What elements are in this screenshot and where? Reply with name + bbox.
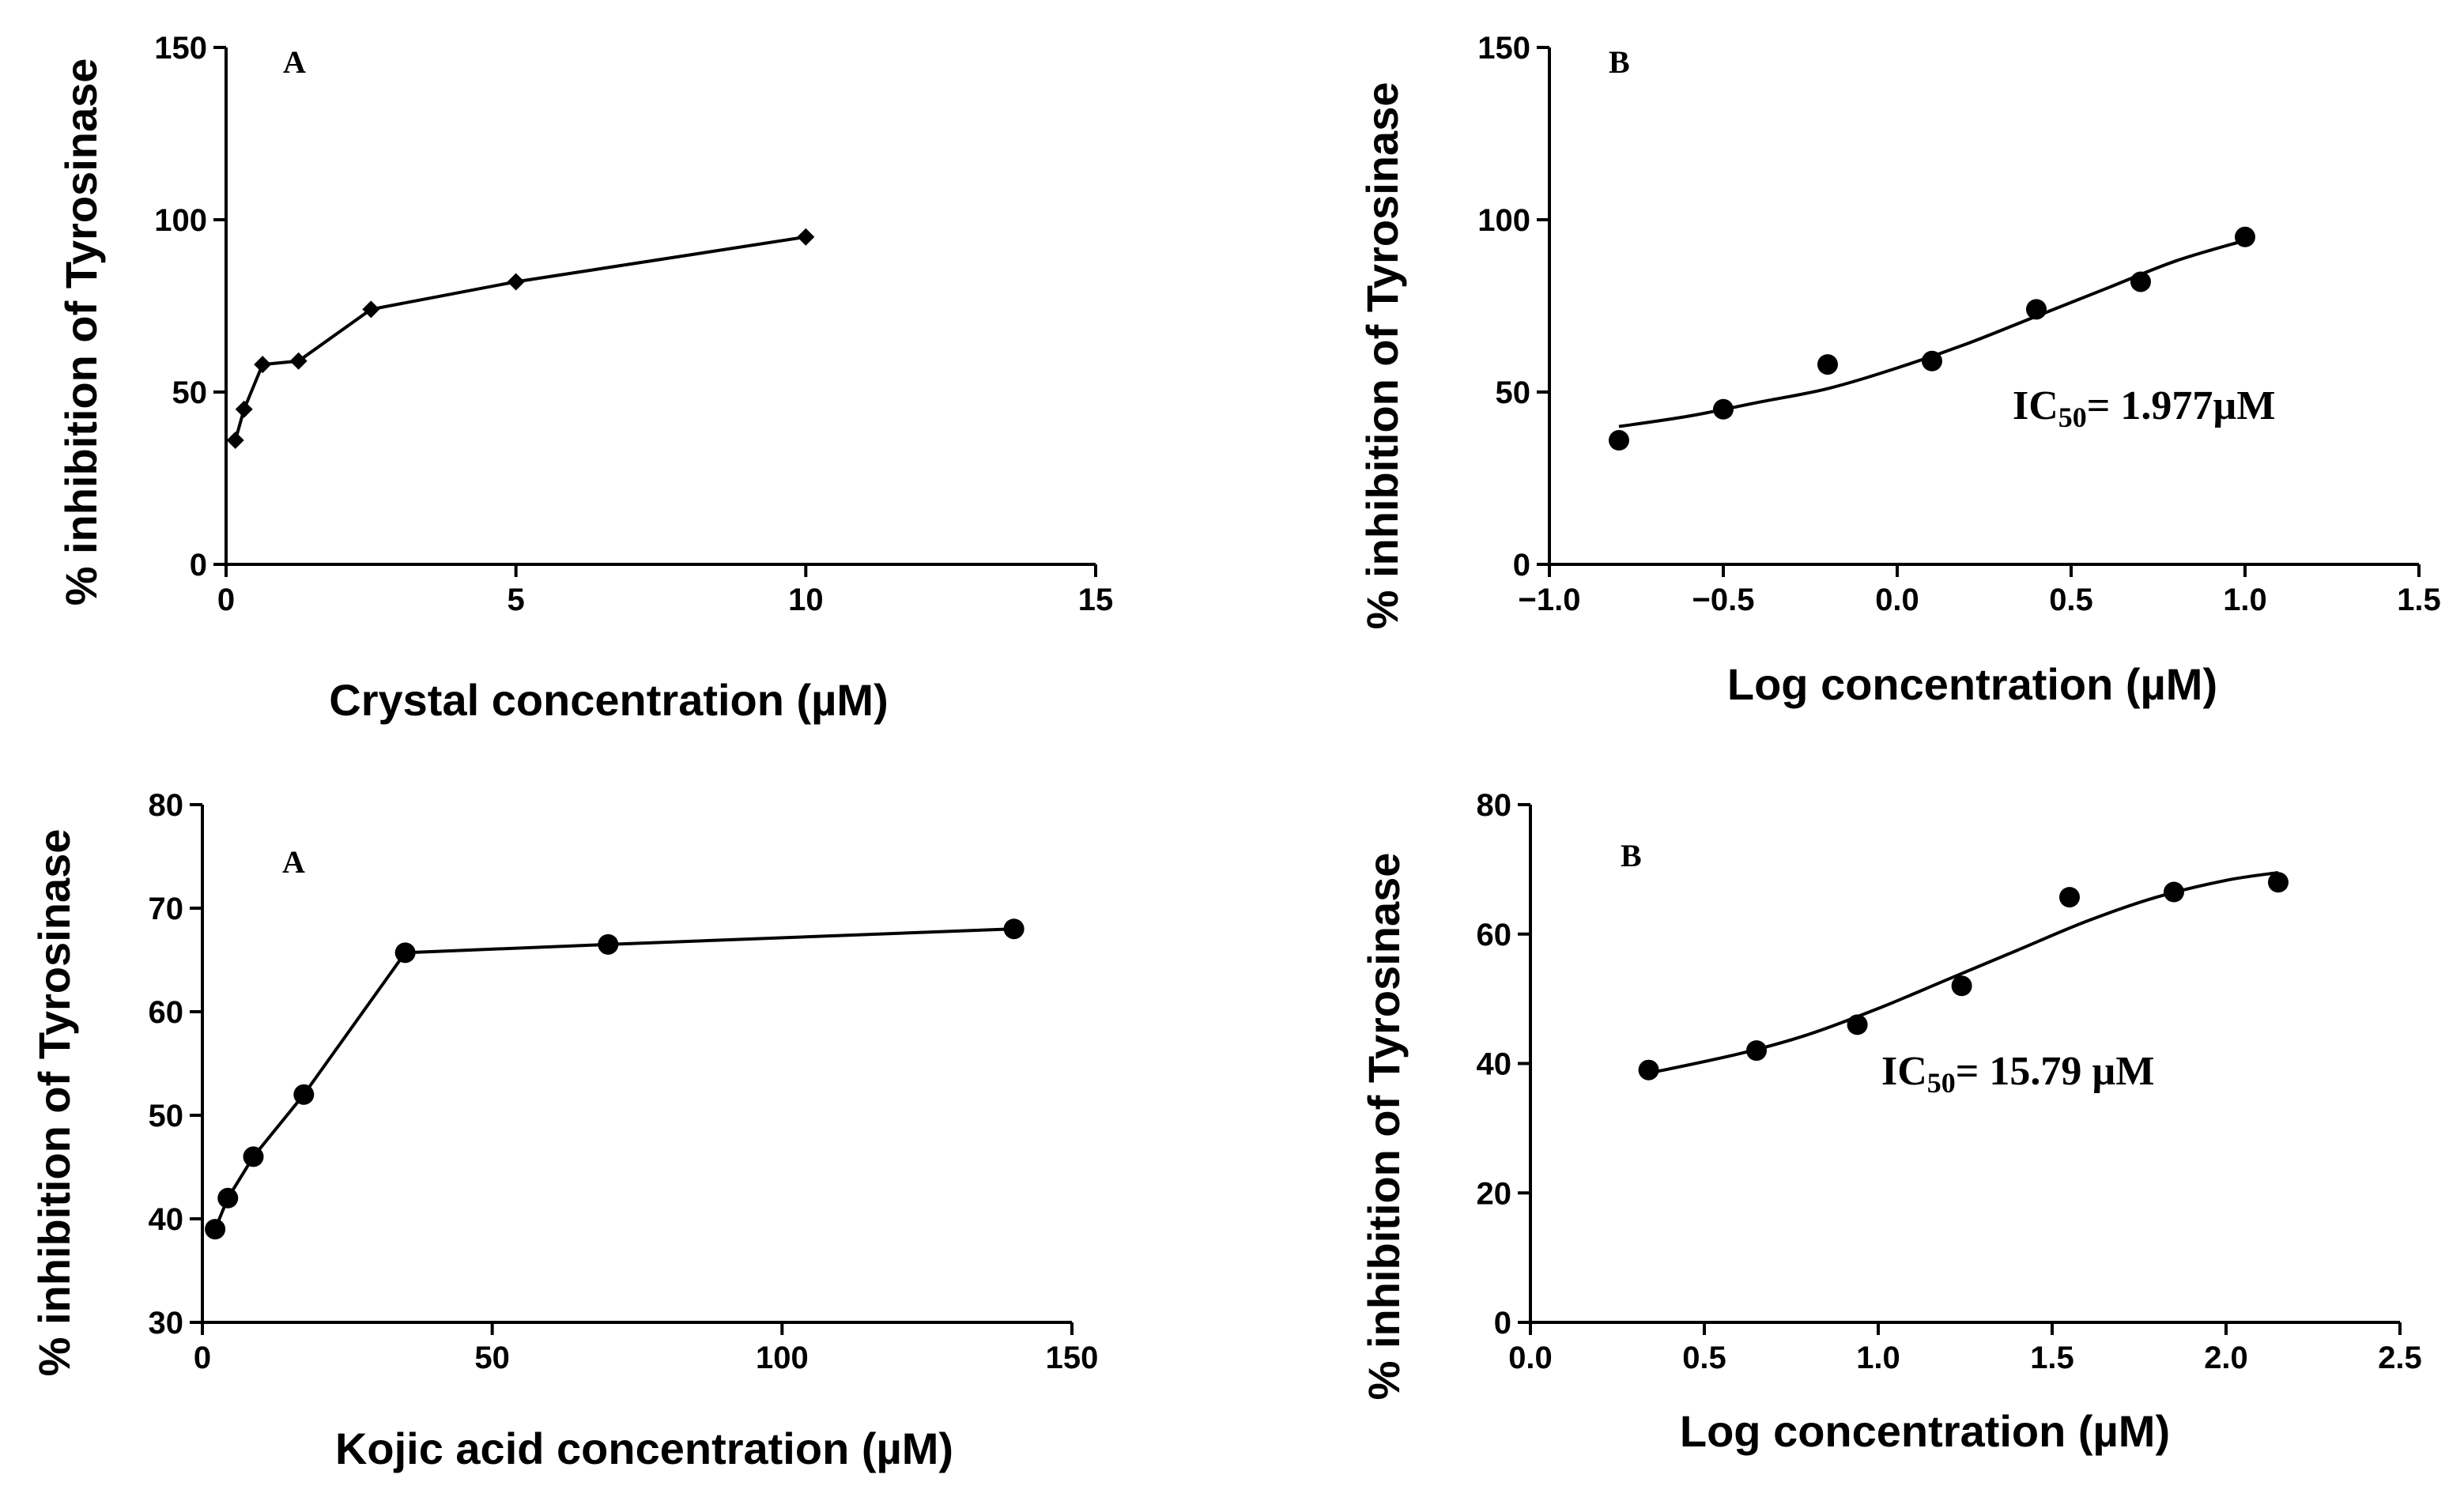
data-point — [1951, 975, 1972, 997]
x-tick-label: 50 — [474, 1341, 510, 1375]
ic50-prefix: IC — [2013, 383, 2058, 428]
data-point — [2268, 872, 2289, 893]
fit-curve — [1648, 870, 2279, 1075]
data-point — [797, 228, 815, 246]
y-tick-label: 30 — [149, 1306, 184, 1341]
x-tick-label: 0 — [217, 583, 235, 617]
data-point — [598, 933, 619, 955]
x-tick-label: 0 — [194, 1341, 211, 1375]
data-point — [289, 352, 308, 370]
y-tick-label: 40 — [149, 1202, 184, 1237]
y-axis-title: % inhibition of Tyrosinase — [29, 829, 79, 1377]
x-tick-label: 0.5 — [1682, 1341, 1726, 1375]
data-point — [205, 1219, 226, 1240]
x-tick-label: 1.5 — [2030, 1341, 2074, 1375]
x-tick-label: 100 — [756, 1341, 809, 1375]
x-tick-label: 1.0 — [2223, 583, 2267, 617]
x-axis-title: Kojic acid concentration (µM) — [335, 1424, 953, 1473]
y-tick-label: 150 — [154, 31, 207, 66]
data-point — [217, 1187, 239, 1209]
x-tick-label: 150 — [1046, 1341, 1099, 1375]
y-tick-label: 100 — [154, 203, 207, 238]
data-point — [1003, 918, 1024, 940]
series-line — [233, 235, 806, 441]
y-tick-label: 40 — [1477, 1047, 1512, 1082]
data-point — [2235, 226, 2255, 247]
data-point — [243, 1146, 264, 1167]
ic50-value: = 15.79 µM — [1956, 1049, 2155, 1094]
x-axis-title: Log concentration (µM) — [1680, 1406, 2170, 1456]
x-tick-label: 15 — [1078, 583, 1114, 617]
y-tick-label: 80 — [149, 788, 184, 823]
panel-crystal-log-concentration: 0 50 100 150 −1.0 −0.5 0.0 0.5 1.0 1.5 Log concent… — [1357, 31, 2441, 709]
panel-letter: A — [283, 44, 306, 80]
y-tick-label: 60 — [149, 995, 184, 1030]
x-axis-title: Crystal concentration (µM) — [329, 675, 888, 725]
y-tick-label: 50 — [149, 1099, 184, 1133]
data-point — [1922, 350, 1942, 371]
panel-kojic-acid-concentration: 30 40 50 60 70 80 0 50 100 150 Kojic acid concentr… — [29, 788, 1098, 1473]
ic50-value: = 1.977µM — [2087, 383, 2276, 428]
y-tick-label: 60 — [1477, 918, 1512, 952]
data-point — [1746, 1040, 1767, 1062]
data-point — [293, 1084, 315, 1105]
data-point — [507, 273, 525, 291]
y-tick-label: 0 — [1513, 548, 1530, 583]
data-point — [2026, 299, 2047, 320]
data-point — [254, 356, 272, 374]
y-tick-label: 20 — [1477, 1176, 1512, 1211]
ic50-subscript: 50 — [2058, 402, 2087, 433]
series-line — [213, 927, 1014, 1230]
y-tick-label: 100 — [1477, 203, 1530, 238]
y-tick-label: 0 — [1494, 1306, 1511, 1341]
ic50-subscript: 50 — [1927, 1067, 1956, 1099]
data-point — [1713, 398, 1734, 420]
data-point — [1638, 1059, 1659, 1080]
y-tick-label: 150 — [1477, 31, 1530, 66]
data-point — [1609, 430, 1629, 451]
data-point — [2164, 881, 2184, 903]
ic50-prefix: IC — [1881, 1049, 1927, 1094]
y-tick-label: 0 — [190, 548, 207, 583]
data-point — [1817, 354, 1838, 375]
x-tick-label: −0.5 — [1692, 583, 1755, 617]
data-point — [394, 942, 416, 964]
x-axis-title: Log concentration (µM) — [1727, 659, 2217, 709]
y-axis-title: % inhibition of Tyrosinase — [1357, 82, 1407, 630]
data-point — [226, 432, 244, 450]
x-tick-label: −1.0 — [1519, 583, 1581, 617]
x-tick-label: 1.0 — [1856, 1341, 1900, 1375]
x-tick-label: 5 — [508, 583, 525, 617]
y-tick-label: 70 — [149, 892, 184, 926]
data-point — [1847, 1014, 1868, 1035]
y-tick-label: 50 — [172, 375, 208, 410]
panel-letter: B — [1609, 44, 1630, 80]
panel-letter: A — [282, 844, 305, 880]
x-tick-label: 10 — [788, 583, 824, 617]
y-tick-label: 80 — [1477, 788, 1512, 823]
data-point — [2130, 271, 2151, 292]
panel-letter: B — [1621, 838, 1642, 873]
data-point — [2059, 887, 2080, 908]
y-axis-title: % inhibition of Tyrosinase — [56, 58, 106, 606]
data-point — [235, 400, 253, 418]
y-axis-title: % inhibition of Tyrosinase — [1359, 853, 1409, 1401]
panel-kojic-acid-log-concentration: 0 20 40 60 80 0.0 0.5 1.0 1.5 2.0 2.5 Log concentra… — [1359, 788, 2422, 1456]
data-point — [362, 300, 380, 319]
x-tick-label: 2.5 — [2378, 1341, 2422, 1375]
x-tick-label: 0.0 — [1875, 583, 1919, 617]
ic50-annotation: IC50= 15.79 µM — [1881, 1049, 2154, 1099]
x-tick-label: 2.0 — [2204, 1341, 2248, 1375]
x-tick-label: 0.0 — [1508, 1341, 1553, 1375]
x-tick-label: 0.5 — [2049, 583, 2093, 617]
ic50-annotation: IC50= 1.977µM — [2013, 383, 2275, 433]
x-tick-label: 1.5 — [2397, 583, 2441, 617]
panel-crystal-concentration: 0 50 100 150 0 5 10 15 Crystal concentration (µM… — [56, 31, 1113, 725]
y-tick-label: 50 — [1496, 375, 1531, 410]
